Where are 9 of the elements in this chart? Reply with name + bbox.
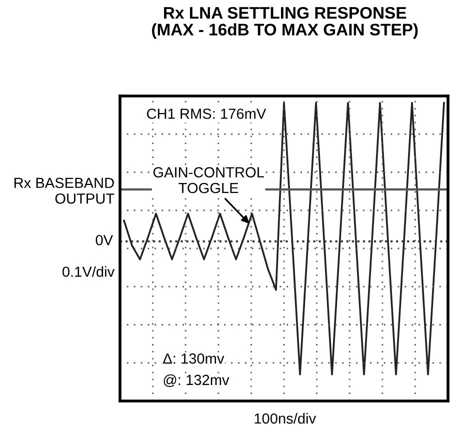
y-axis-title: Rx BASEBAND OUTPUT [14, 178, 114, 204]
ref-line-label: 0V [96, 234, 113, 246]
annotation: GAIN-CONTROL TOGGLE [153, 167, 264, 194]
text: 0.1V/div [62, 266, 115, 277]
x-axis-title: 100ns/div [254, 412, 316, 424]
annotation: @: 132mv [164, 374, 230, 387]
chart-title: Rx LNA SETTLING RESPONSE (MAX - 16dB TO MAX GAIN STEP) [152, 6, 418, 39]
annotation: CH1 RMS: 176mV [146, 108, 266, 119]
annotation: Δ: 130mv [163, 353, 224, 364]
